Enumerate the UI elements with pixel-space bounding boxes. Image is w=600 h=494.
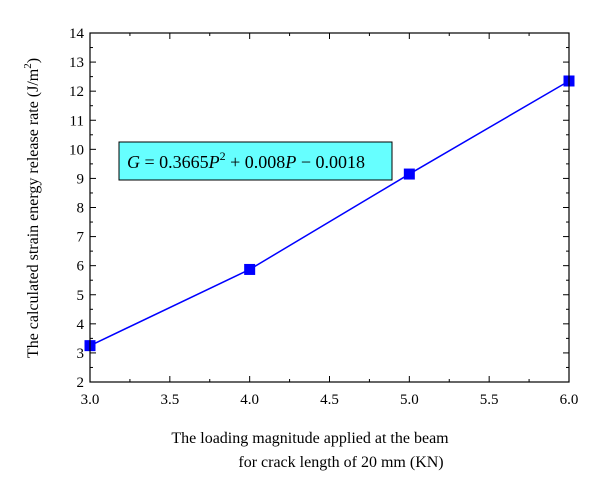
equation-text: G = 0.3665P2 + 0.008P − 0.0018: [127, 149, 365, 172]
x-tick-label: 5.5: [480, 392, 499, 408]
data-point-marker: [403, 168, 415, 180]
series-line: [89, 80, 570, 347]
y-tick-label: 11: [70, 113, 84, 129]
y-axis-title-main: The calculated strain energy release rat…: [25, 68, 42, 358]
equation-sup: 2: [220, 149, 226, 163]
equation-box: [118, 141, 393, 181]
x-tick-label: 4.5: [320, 392, 339, 408]
x-axis-title-line2: for crack length of 20 mm (KN): [238, 454, 443, 471]
y-tick-label: 14: [69, 26, 85, 42]
y-axis-title-sup: 2: [22, 63, 34, 69]
equation-var2: P: [284, 152, 296, 172]
x-tick-label: 4.0: [240, 392, 259, 408]
y-axis-ticks: 2 3 4 5 6 7 8 9 10 11 12 13 14: [69, 26, 569, 391]
y-tick-label: 10: [69, 142, 84, 158]
equation-lhs: G: [127, 152, 140, 172]
series-layer: [84, 75, 575, 352]
y-tick-label: 7: [77, 230, 85, 246]
y-axis-title-end: ): [25, 58, 42, 63]
y-tick-label: 5: [77, 288, 85, 304]
equation-rest: − 0.0018: [296, 152, 365, 172]
y-tick-label: 6: [77, 259, 85, 275]
x-axis-ticks: 3.0 3.5 4.0 4.5 5.0 5.5 6.0: [81, 33, 579, 408]
x-tick-label: 6.0: [560, 392, 579, 408]
y-tick-label: 12: [69, 84, 84, 100]
y-tick-label: 2: [77, 375, 85, 391]
x-tick-label: 3.5: [160, 392, 179, 408]
y-axis-title: The calculated strain energy release rat…: [22, 58, 42, 358]
x-axis-title-line1: The loading magnitude applied at the bea…: [171, 430, 449, 447]
equation-mid: + 0.008: [226, 152, 286, 172]
y-tick-label: 9: [77, 171, 85, 187]
equation-annotation: G = 0.3665P2 + 0.008P − 0.0018: [118, 141, 393, 181]
equation-var: P: [208, 152, 220, 172]
y-tick-label: 4: [77, 317, 85, 333]
y-tick-label: 3: [77, 346, 85, 362]
y-tick-label: 8: [77, 201, 85, 217]
plot-frame: [89, 32, 570, 383]
data-point-marker: [244, 263, 256, 275]
x-tick-label: 5.0: [400, 392, 419, 408]
x-tick-label: 3.0: [81, 392, 100, 408]
y-tick-label: 13: [69, 55, 84, 71]
equation-equals: = 0.3665: [140, 152, 209, 172]
